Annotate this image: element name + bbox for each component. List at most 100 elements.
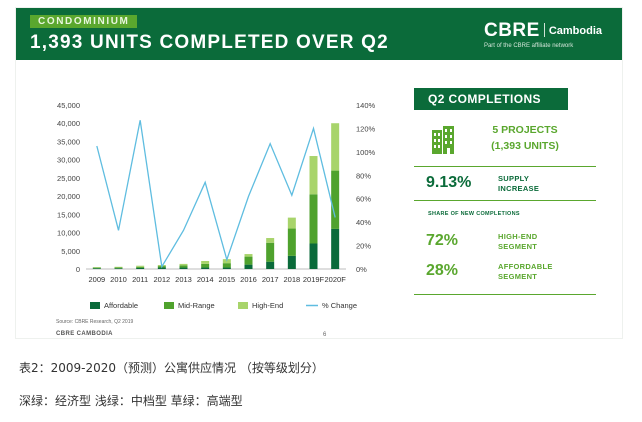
bar-affordable — [287, 255, 296, 269]
legend-label: Mid-Range — [178, 301, 215, 310]
right-tick-label: 60% — [356, 195, 371, 204]
divider — [414, 200, 596, 201]
high-end-label-line2: SEGMENT — [498, 242, 538, 251]
supply-label-line2: INCREASE — [498, 184, 540, 193]
bar-mid-range — [266, 242, 275, 262]
bar-affordable — [92, 268, 101, 269]
left-tick-label: 15,000 — [57, 210, 80, 219]
affordable-label-line2: SEGMENT — [498, 272, 538, 281]
left-tick-label: 5,000 — [61, 247, 80, 256]
bar-mid-range — [92, 267, 101, 269]
x-tick-label: 2015 — [218, 275, 235, 284]
right-tick-label: 0% — [356, 265, 367, 274]
projects-units: (1,393 UNITS) — [491, 140, 559, 152]
q2-heading: Q2 COMPLETIONS — [414, 88, 568, 110]
left-tick-label: 45,000 — [57, 101, 80, 110]
projects-block: 5 PROJECTS (1,393 UNITS) — [414, 120, 596, 164]
legend-caption: 深绿：经济型 浅绿：中档型 草绿：高端型 — [19, 394, 243, 408]
bar-mid-range — [331, 170, 340, 229]
legend-label: % Change — [322, 301, 357, 310]
bar-mid-range — [309, 194, 318, 244]
left-tick-label: 40,000 — [57, 119, 80, 128]
bar-affordable — [309, 243, 318, 269]
high-end-label-line1: HIGH-END — [498, 232, 538, 241]
legend-swatch — [238, 302, 248, 309]
bar-affordable — [222, 267, 231, 269]
left-tick-label: 10,000 — [57, 229, 80, 238]
logo-subtitle: Part of the CBRE affiliate network — [483, 43, 574, 49]
bar-mid-range — [222, 263, 231, 268]
bar-high-end — [244, 254, 253, 257]
supply-value: 9.13% — [426, 174, 472, 191]
figure-caption: 表2：2009-2020（预测）公寓供应情况 （按等级划分） — [19, 361, 324, 375]
x-tick-label: 2013 — [175, 275, 192, 284]
bar-high-end — [266, 238, 275, 243]
company-logo: CBRE Cambodia Part of the CBRE affiliate … — [484, 20, 602, 49]
projects-count: 5 PROJECTS — [492, 124, 558, 136]
bar-mid-range — [136, 266, 145, 268]
left-tick-label: 20,000 — [57, 192, 80, 201]
share-title: SHARE OF NEW COMPLETIONS — [428, 211, 520, 217]
x-tick-label: 2017 — [262, 275, 279, 284]
x-tick-label: 2014 — [197, 275, 214, 284]
bar-high-end — [201, 260, 210, 264]
divider — [414, 294, 596, 295]
logo-divider — [543, 23, 545, 37]
bar-affordable — [157, 267, 166, 269]
bar-high-end — [114, 266, 123, 268]
bar-mid-range — [287, 228, 296, 256]
x-tick-label: 2012 — [153, 275, 170, 284]
affordable-label-line1: AFFORDABLE — [498, 262, 553, 271]
divider — [414, 166, 596, 167]
bar-affordable — [136, 267, 145, 269]
section-tag: CONDOMINIUM — [30, 15, 138, 28]
bar-mid-range — [201, 263, 210, 268]
supply-label-line1: SUPPLY — [498, 174, 530, 183]
pct-change-line — [96, 120, 336, 269]
high-end-label: HIGH-END SEGMENT — [498, 232, 537, 252]
bar-affordable — [266, 261, 275, 269]
bar-high-end — [331, 123, 340, 171]
bar-high-end — [92, 267, 101, 268]
bar-mid-range — [244, 256, 253, 265]
bar-affordable — [244, 264, 253, 269]
report-slide: CONDOMINIUM 1,393 UNITS COMPLETED OVER Q… — [16, 8, 622, 338]
page-number: 6 — [323, 332, 327, 338]
affordable-label: AFFORDABLE SEGMENT — [498, 262, 553, 282]
legend-label: Affordable — [104, 301, 138, 310]
bar-mid-range — [114, 267, 123, 269]
right-tick-label: 20% — [356, 242, 371, 251]
left-tick-label: 0 — [76, 265, 80, 274]
bar-affordable — [114, 268, 123, 269]
bar-high-end — [309, 156, 318, 195]
supply-label: SUPPLY INCREASE — [498, 174, 539, 194]
right-tick-label: 100% — [356, 148, 376, 157]
right-tick-label: 120% — [356, 124, 376, 133]
left-tick-label: 35,000 — [57, 137, 80, 146]
x-tick-label: 2016 — [240, 275, 257, 284]
header-banner: CONDOMINIUM 1,393 UNITS COMPLETED OVER Q… — [16, 8, 622, 60]
q2-completions-panel: Q2 COMPLETIONS 5 PROJECTS (1,393 UNITS) — [414, 88, 596, 295]
footer-brand: CBRE CAMBODIA — [56, 331, 113, 337]
legend-swatch — [90, 302, 100, 309]
bar-high-end — [287, 217, 296, 229]
right-tick-label: 40% — [356, 218, 371, 227]
bar-high-end — [179, 263, 188, 266]
affordable-share: 28% — [426, 262, 459, 279]
legend-swatch — [164, 302, 174, 309]
legend-label: High-End — [252, 301, 283, 310]
projects-text: 5 PROJECTS (1,393 UNITS) — [470, 122, 580, 154]
right-tick-label: 80% — [356, 171, 371, 180]
bar-affordable — [201, 267, 210, 269]
logo-region: Cambodia — [548, 25, 602, 37]
page-title: 1,393 UNITS COMPLETED OVER Q2 — [30, 32, 389, 53]
left-tick-label: 25,000 — [57, 174, 80, 183]
building-icon — [432, 126, 454, 154]
bar-affordable — [331, 228, 340, 269]
x-tick-label: 2011 — [132, 275, 148, 284]
right-tick-label: 140% — [356, 101, 376, 110]
left-tick-label: 30,000 — [57, 156, 80, 165]
x-tick-label: 2020F — [325, 275, 347, 284]
bar-affordable — [179, 267, 188, 269]
high-end-share: 72% — [426, 232, 459, 249]
